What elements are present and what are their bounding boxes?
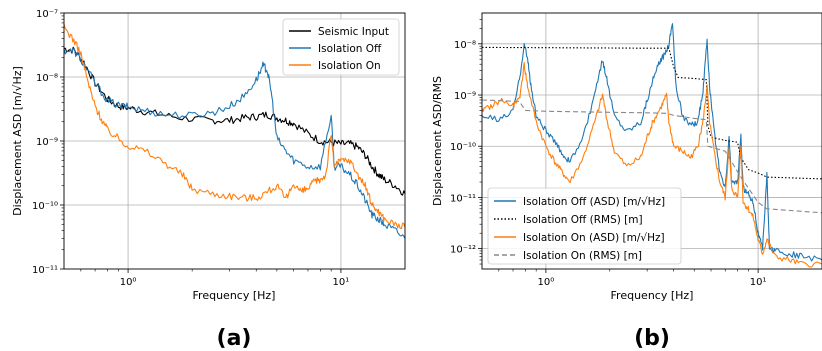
series-line-b-3 [482, 99, 822, 214]
chart-a-lines [64, 23, 405, 239]
chart-b: 10⁰ 10¹ 10⁻¹² 10⁻¹¹ 10⁻¹⁰ 10⁻⁹ 10⁻⁸ Frequency … [431, 12, 822, 351]
tick-label-y: 10⁻¹⁰ [32, 201, 58, 212]
series-line-b-1 [482, 46, 822, 180]
tick-label-x: 10⁰ [120, 277, 137, 288]
chart-b-lines [482, 23, 822, 268]
series-line-a-0 [64, 46, 405, 196]
chart-a-legend-box [282, 18, 400, 76]
series-line-b-0 [482, 23, 822, 262]
chart-b-frame [481, 12, 822, 270]
series-line-a-2 [64, 23, 405, 230]
tick-label-y: 10⁻⁸ [36, 73, 58, 84]
chart-b-legend: Isolation Off (ASD) [m/√Hz] Isolation Of… [487, 187, 682, 265]
chart-b-ticks: 10⁰ 10¹ 10⁻¹² 10⁻¹¹ 10⁻¹⁰ 10⁻⁹ 10⁻⁸ [450, 19, 767, 288]
panel-a-label: (a) [217, 326, 252, 351]
legend-label-on: Isolation On [318, 60, 381, 72]
chart-a-legend: Seismic Input Isolation Off Isolation On [282, 18, 400, 76]
chart-a-ylabel: Displacement ASD [m/√Hz] [11, 66, 24, 216]
tick-label-y: 10⁻¹⁰ [450, 142, 476, 153]
legend-label-off-asd: Isolation Off (ASD) [m/√Hz] [523, 196, 665, 208]
tick-label-y: 10⁻¹² [450, 245, 476, 256]
chart-a-xlabel: Frequency [Hz] [193, 289, 276, 302]
chart-a-ticks: 10⁰ 10¹ 10⁻¹¹ 10⁻¹⁰ 10⁻⁹ 10⁻⁸ 10⁻⁷ [32, 9, 349, 288]
legend-label-off-rms: Isolation Off (RMS) [m] [523, 214, 643, 226]
chart-b-legend-box [487, 187, 682, 265]
chart-a: 10⁰ 10¹ 10⁻¹¹ 10⁻¹⁰ 10⁻⁹ 10⁻⁸ 10⁻⁷ Frequency [… [11, 9, 406, 351]
tick-label-x: 10⁰ [538, 277, 555, 288]
tick-label-y: 10⁻⁸ [454, 40, 476, 51]
series-line-a-1 [64, 48, 405, 239]
tick-label-x: 10¹ [750, 277, 767, 288]
legend-label-seismic: Seismic Input [318, 26, 389, 38]
tick-label-y: 10⁻⁷ [36, 9, 58, 20]
legend-label-on-rms: Isolation On (RMS) [m] [523, 250, 642, 262]
panel-b-label: (b) [634, 326, 670, 351]
tick-label-y: 10⁻⁹ [36, 137, 58, 148]
legend-label-on-asd: Isolation On (ASD) [m/√Hz] [523, 232, 665, 244]
tick-label-y: 10⁻⁹ [454, 91, 476, 102]
tick-label-y: 10⁻¹¹ [32, 265, 58, 276]
chart-b-ylabel: Displacement ASD/RMS [431, 76, 444, 206]
tick-label-x: 10¹ [333, 277, 350, 288]
tick-label-y: 10⁻¹¹ [450, 193, 476, 204]
chart-b-xlabel: Frequency [Hz] [611, 289, 694, 302]
legend-label-off: Isolation Off [318, 43, 382, 55]
series-line-b-2 [482, 61, 822, 268]
